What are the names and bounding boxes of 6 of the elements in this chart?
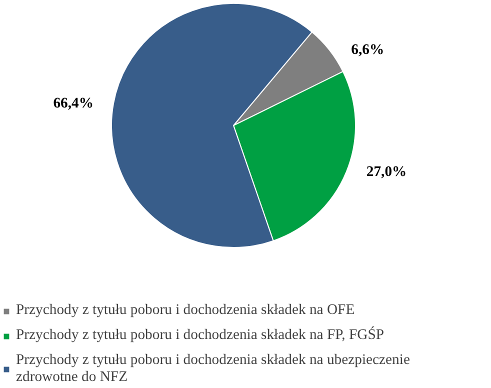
legend-label: Przychody z tytułu poboru i dochodzenia składek na OFE [16, 302, 355, 319]
legend-label: Przychody z tytułu poboru i dochodzenia składek na FP, FGŚP [16, 327, 384, 344]
data-label: 66,4% [53, 95, 94, 112]
data-label: 6,6% [351, 42, 384, 58]
data-label: 27,0% [366, 164, 407, 180]
legend-label: Przychody z tytułu poboru i dochodzenia składek na ubezpieczenie zdrowotne do NFZ [16, 352, 410, 386]
